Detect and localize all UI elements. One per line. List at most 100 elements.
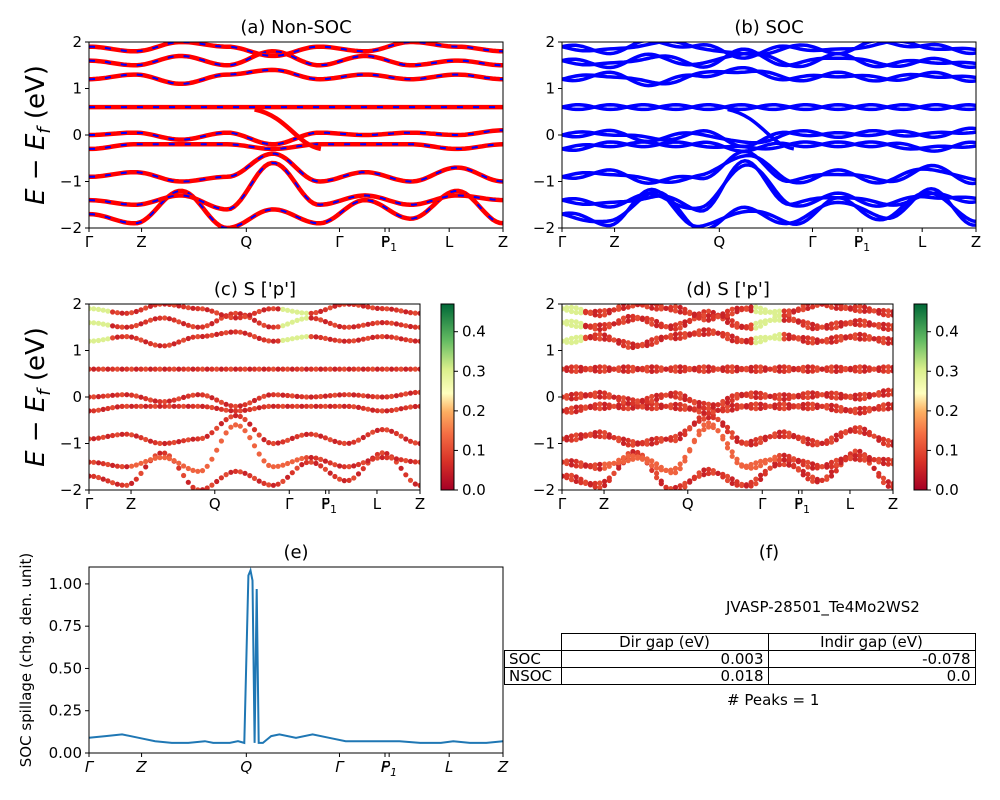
band-point [237, 469, 243, 475]
band-point [110, 366, 116, 372]
band-point [767, 366, 773, 372]
band-point [564, 472, 570, 478]
band-point [355, 461, 362, 468]
band-point [639, 404, 646, 410]
band-point [89, 459, 92, 465]
band-point [701, 472, 707, 478]
band-point [611, 366, 617, 372]
panel-a-plot [89, 42, 503, 228]
band-point [814, 404, 820, 411]
band-point [181, 394, 187, 400]
band-point [114, 481, 120, 487]
band-point [195, 366, 201, 372]
band-point [266, 392, 272, 398]
band-point [715, 330, 721, 336]
band-point [384, 306, 390, 312]
band-point [758, 458, 764, 464]
band-point [772, 431, 778, 437]
band-point [91, 473, 97, 479]
band-point [124, 324, 130, 330]
band-point [654, 461, 660, 467]
band-point [758, 395, 764, 401]
band-point [568, 318, 575, 324]
band-point [862, 318, 868, 324]
band-point [885, 401, 891, 407]
band-point [199, 366, 206, 372]
band-point [237, 311, 243, 317]
band-point [360, 336, 366, 342]
band-point [190, 436, 196, 442]
band-point [147, 457, 154, 463]
band-point [285, 337, 291, 343]
band-point [407, 458, 414, 464]
band-point [862, 409, 868, 416]
band-point [100, 307, 106, 313]
band-point [729, 338, 735, 344]
band-point [672, 438, 679, 444]
band-point [663, 436, 669, 442]
band-point [280, 478, 286, 484]
band-point [251, 427, 258, 433]
band-point [407, 337, 414, 344]
band-point [701, 364, 707, 370]
band-point [753, 441, 759, 447]
band-point [204, 366, 210, 372]
band-point [573, 309, 579, 316]
band-point [810, 405, 816, 411]
band-point [133, 308, 139, 315]
band-point [251, 317, 258, 323]
band-point [417, 389, 420, 395]
band-point [171, 304, 177, 308]
band-point [152, 398, 158, 404]
band-point [838, 456, 844, 462]
band-point [214, 478, 220, 485]
band-point [403, 366, 409, 372]
band-point [218, 438, 224, 444]
x-tick-label: Z [126, 495, 136, 513]
band-point [748, 442, 754, 448]
band-point [256, 405, 262, 411]
band-point [143, 458, 149, 465]
band-point [734, 402, 740, 408]
band-point [351, 475, 357, 481]
band-point [677, 320, 683, 326]
band-point [562, 436, 565, 442]
band-point [729, 393, 735, 399]
band-point [758, 476, 764, 482]
band-point [261, 307, 267, 313]
band-point [743, 464, 750, 470]
band-point [266, 403, 272, 409]
band-point [341, 440, 347, 446]
band-point [280, 306, 286, 312]
band-point [696, 331, 702, 338]
band-point [384, 394, 390, 400]
band-point [800, 462, 806, 468]
band-point [852, 396, 858, 402]
band-point [242, 366, 248, 372]
band-point [285, 474, 291, 480]
band-point [384, 366, 390, 372]
band-point [209, 366, 215, 372]
band-point [214, 331, 220, 337]
band-point [346, 464, 352, 470]
y-tick-label: 1.00 [49, 575, 82, 593]
band-point [384, 455, 390, 461]
band-point [275, 324, 281, 330]
band-point [748, 461, 754, 468]
band-point [810, 474, 816, 480]
band-point [706, 420, 712, 426]
band-point [847, 456, 854, 462]
band-point [384, 451, 390, 457]
band-point [564, 406, 570, 413]
band-point [190, 324, 196, 330]
band-point [162, 304, 168, 307]
band-point [583, 322, 589, 328]
band-point [748, 465, 754, 471]
band-point [625, 396, 631, 402]
band-point [389, 455, 395, 461]
band-line-blue [562, 140, 976, 153]
band-point [885, 483, 891, 489]
band-point [644, 399, 650, 405]
band-point [814, 325, 820, 331]
table-cell: -0.078 [767, 650, 976, 668]
